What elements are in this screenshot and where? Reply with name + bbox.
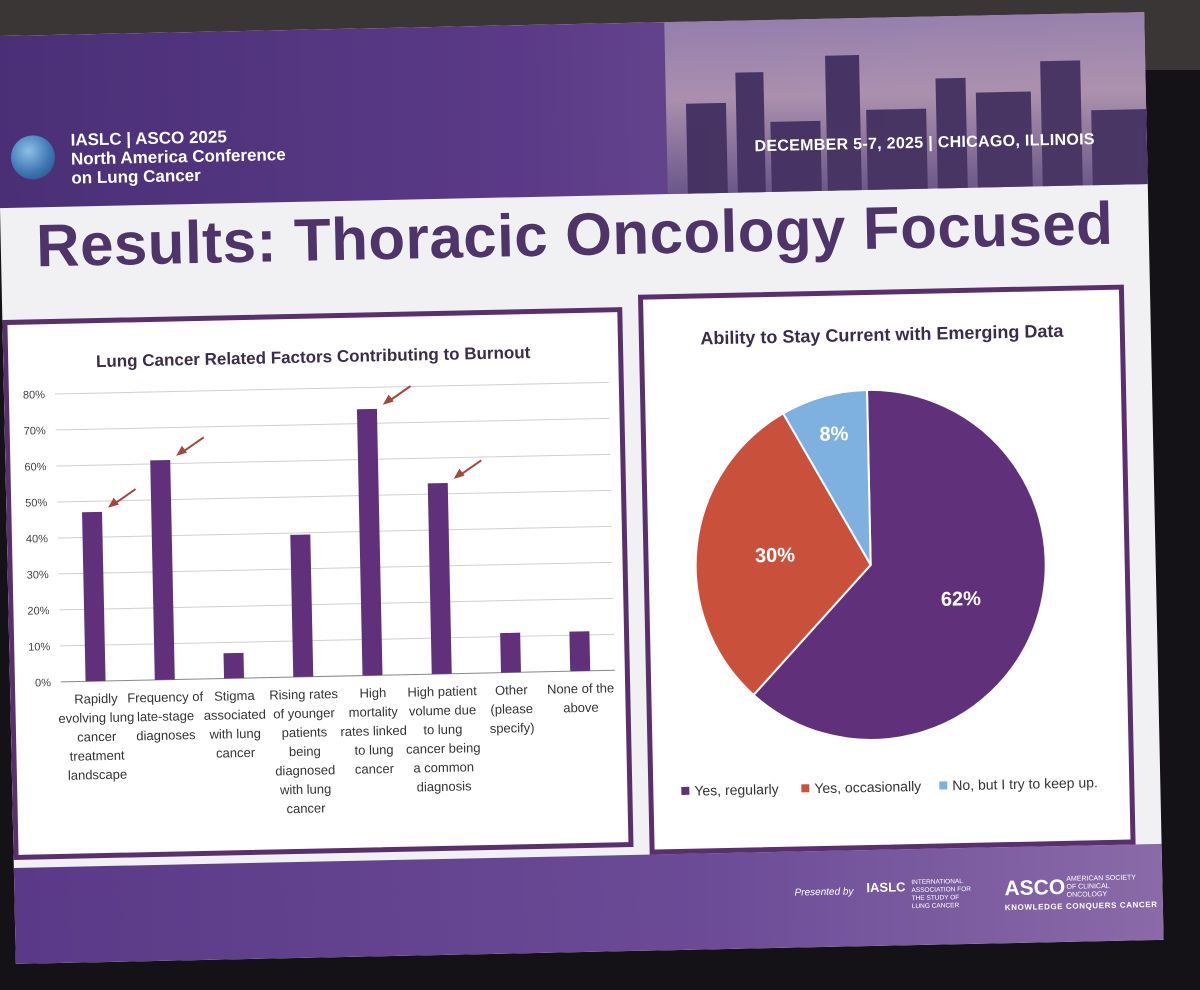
- gridline: [60, 669, 615, 683]
- legend-label: Yes, regularly: [694, 781, 779, 799]
- y-tick-label: 30%: [27, 569, 49, 581]
- y-tick-label: 50%: [25, 497, 47, 509]
- bar-chart-title: Lung Cancer Related Factors Contributing…: [96, 343, 531, 371]
- gridline: [55, 417, 610, 431]
- y-tick-label: 10%: [28, 641, 50, 653]
- pie-chart-panel: Ability to Stay Current with Emerging Da…: [637, 284, 1136, 855]
- asco-logo: ASCO: [1004, 875, 1066, 901]
- gridline: [57, 525, 612, 539]
- bar: [569, 631, 591, 672]
- footer-bar: Presented by IASLC INTERNATIONAL ASSOCIA…: [13, 843, 1164, 964]
- bar: [356, 408, 383, 676]
- pie-slice: [752, 388, 1047, 741]
- bar: [500, 632, 521, 673]
- x-tick-label: Rising ratesof youngerpatientsbeingdiagn…: [269, 686, 341, 816]
- y-tick-label: 40%: [26, 533, 48, 545]
- bar: [427, 482, 452, 675]
- annotation-arrowhead: [107, 497, 119, 508]
- gridline: [60, 633, 615, 647]
- gridline: [54, 381, 609, 395]
- pie-slice: [694, 412, 872, 697]
- asco-tagline: KNOWLEDGE CONQUERS CANCER: [1004, 899, 1158, 913]
- iaslc-full-name: INTERNATIONAL ASSOCIATION FOR THE STUDY …: [911, 878, 972, 911]
- x-tick-label: None of theabove: [547, 680, 615, 715]
- bar: [150, 459, 175, 680]
- y-tick-label: 0%: [35, 677, 51, 689]
- bar: [290, 534, 314, 678]
- globe-logo-icon: [10, 134, 56, 180]
- x-tick-label: High patientvolume dueto lungcancer bein…: [405, 683, 482, 795]
- header-banner: IASLC | ASCO 2025 North America Conferen…: [0, 12, 1148, 209]
- bar: [223, 652, 245, 679]
- x-tick-label: Rapidlyevolving lungcancertreatmentlands…: [58, 690, 136, 783]
- pie-data-label: 62%: [941, 588, 982, 611]
- city-skyline-image: [664, 12, 1148, 195]
- annotation-arrowhead: [176, 445, 188, 456]
- pie-chart: Ability to Stay Current with Emerging Da…: [681, 321, 1098, 799]
- gridline: [56, 453, 611, 467]
- bar-chart-panel: Lung Cancer Related Factors Contributing…: [2, 307, 634, 860]
- legend-swatch: [939, 781, 948, 790]
- presentation-slide: IASLC | ASCO 2025 North America Conferen…: [0, 12, 1164, 964]
- y-tick-label: 20%: [27, 605, 49, 617]
- y-tick-label: 70%: [24, 425, 46, 437]
- pie-slice: [781, 388, 872, 566]
- legend-label: Yes, occasionally: [814, 778, 921, 796]
- asco-full-name: AMERICAN SOCIETY OF CLINICAL ONCOLOGY: [1066, 874, 1136, 899]
- conf-line-2: on Lung Cancer: [71, 165, 201, 188]
- annotation-arrowhead: [382, 394, 394, 405]
- x-tick-label: Highmortalityrates linkedto lungcancer: [339, 685, 407, 777]
- gridline: [57, 489, 612, 503]
- legend-label: No, but I try to keep up.: [952, 774, 1098, 793]
- bar: [82, 511, 106, 682]
- pie-data-label: 8%: [819, 423, 849, 446]
- x-tick-label: Stigmaassociatedwith lungcancer: [203, 688, 267, 761]
- y-tick-label: 60%: [24, 461, 46, 473]
- x-tick-label: Frequency oflate-stagediagnoses: [127, 689, 204, 744]
- bar-chart: Lung Cancer Related Factors Contributing…: [23, 343, 615, 816]
- pie-chart-title: Ability to Stay Current with Emerging Da…: [700, 321, 1064, 349]
- pie-data-label: 30%: [755, 544, 796, 567]
- gridline: [59, 597, 614, 611]
- y-tick-label: 80%: [23, 389, 45, 401]
- annotation-arrowhead: [453, 468, 465, 479]
- gridline: [58, 561, 613, 575]
- presented-by-label: Presented by: [794, 886, 854, 899]
- x-tick-label: Other(pleasespecify): [489, 682, 535, 736]
- conference-name: IASLC | ASCO 2025 North America Conferen…: [70, 126, 286, 187]
- legend-swatch: [801, 784, 810, 793]
- legend-swatch: [681, 786, 690, 795]
- iaslc-logo: IASLC: [866, 879, 906, 896]
